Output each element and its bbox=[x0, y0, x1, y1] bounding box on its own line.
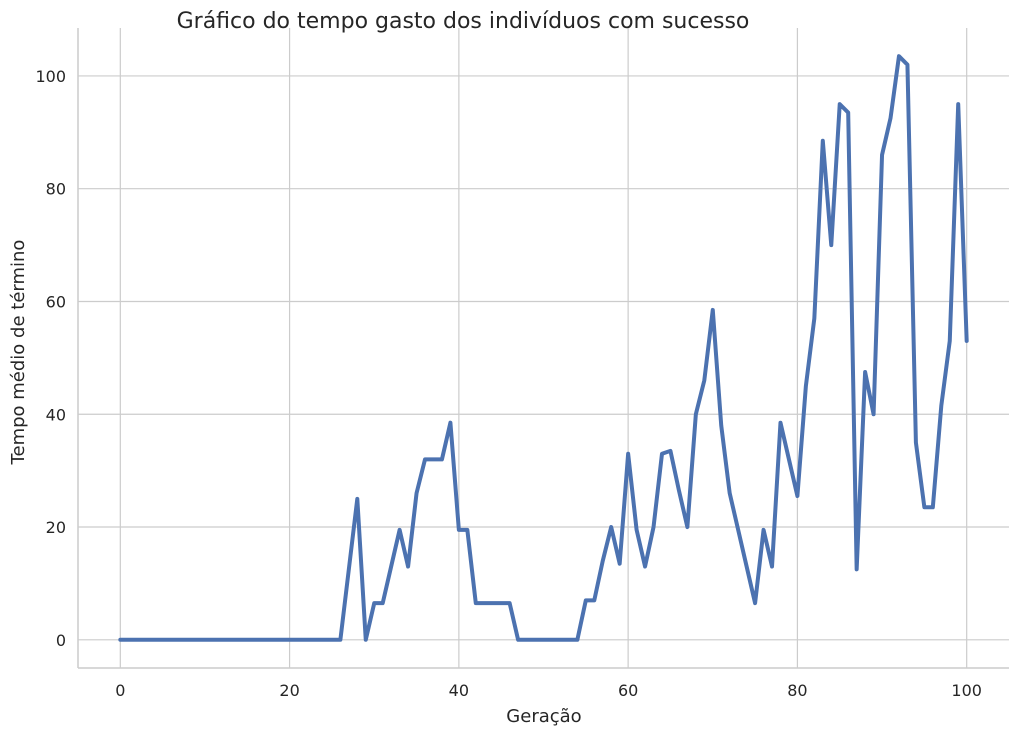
axes-layer: 0 20 40 60 80 100 0 20 40 60 80 100 bbox=[35, 28, 1009, 700]
chart-title: Gráfico do tempo gasto dos indivíduos co… bbox=[177, 9, 750, 34]
grid-layer bbox=[78, 28, 1009, 668]
x-tick-label: 60 bbox=[618, 681, 638, 700]
x-tick-label: 40 bbox=[449, 681, 469, 700]
x-tick-label: 80 bbox=[787, 681, 807, 700]
y-axis-title: Tempo médio de término bbox=[8, 240, 29, 466]
y-tick-label: 0 bbox=[56, 631, 66, 650]
y-tick-label: 60 bbox=[46, 292, 66, 311]
x-axis-title: Geração bbox=[506, 706, 581, 727]
labels-layer: Gráfico do tempo gasto dos indivíduos co… bbox=[8, 9, 749, 727]
x-tick-label: 0 bbox=[115, 681, 125, 700]
x-tick-label: 100 bbox=[951, 681, 982, 700]
series-layer bbox=[118, 54, 969, 642]
x-tick-label: 20 bbox=[279, 681, 299, 700]
y-tick-label: 40 bbox=[46, 405, 66, 424]
y-tick-label: 100 bbox=[35, 67, 66, 86]
series-line bbox=[118, 54, 969, 642]
y-tick-label: 20 bbox=[46, 518, 66, 537]
y-tick-label: 80 bbox=[46, 180, 66, 199]
